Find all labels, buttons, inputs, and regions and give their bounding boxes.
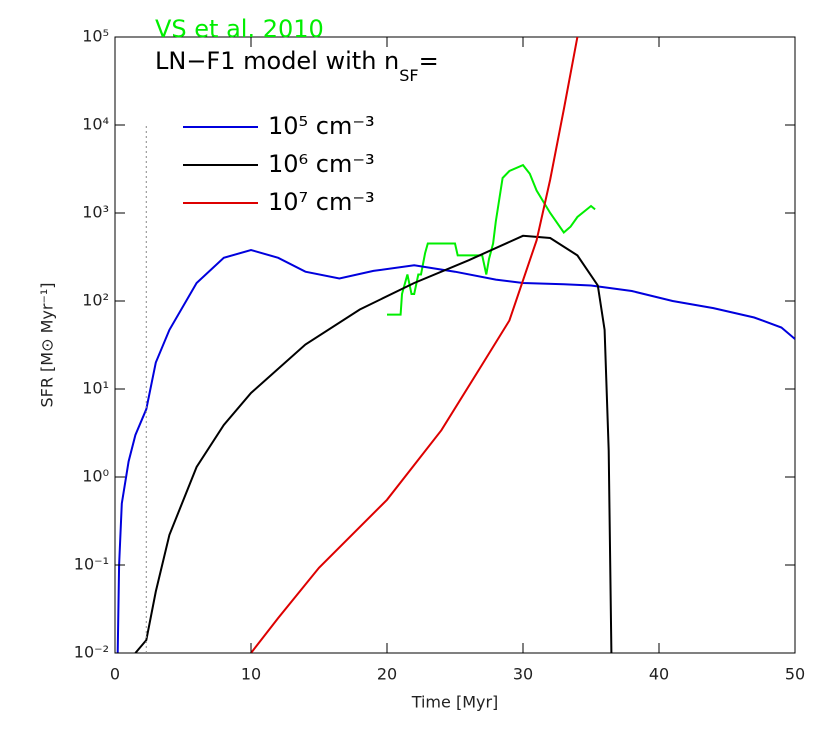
x-tick-label: 10 [241,665,261,684]
series-line [387,163,596,316]
x-tick-label: 40 [649,665,669,684]
legend-title-sub: SF [399,66,418,85]
y-tick-label: 10⁻¹ [74,555,109,574]
x-axis-label: Time [Myr] [411,693,499,712]
y-axis-label: SFR [M⊙ Myr⁻¹] [38,282,57,407]
legend-entry: VS et al. 2010 [155,15,324,43]
plot-area [116,37,795,653]
legend-entry: 10⁶ cm⁻³ [268,150,375,178]
y-tick-label: 10³ [82,203,109,222]
y-tick-label: 10⁵ [82,27,109,46]
x-tick-label: 50 [785,665,805,684]
y-tick-label: 10⁴ [82,115,109,134]
y-tick-label: 10² [82,291,109,310]
y-tick-label: 10¹ [82,379,109,398]
legend-entry: 10⁵ cm⁻³ [268,112,375,140]
series-line [134,234,613,653]
x-tick-label: 30 [513,665,533,684]
x-tick-label: 20 [377,665,397,684]
x-tick-label: 0 [110,665,120,684]
y-tick-label: 10⁰ [82,467,109,486]
plot-frame [114,36,796,654]
legend-title-suffix: = [419,47,439,75]
legend-title: LN−F1 model with nSF= [155,47,439,85]
series-line [116,248,795,653]
legend-title-text: LN−F1 model with n [155,47,399,75]
series-line [250,37,579,653]
y-tick-label: 10⁻² [74,643,109,662]
legend-entry: 10⁷ cm⁻³ [268,188,375,216]
